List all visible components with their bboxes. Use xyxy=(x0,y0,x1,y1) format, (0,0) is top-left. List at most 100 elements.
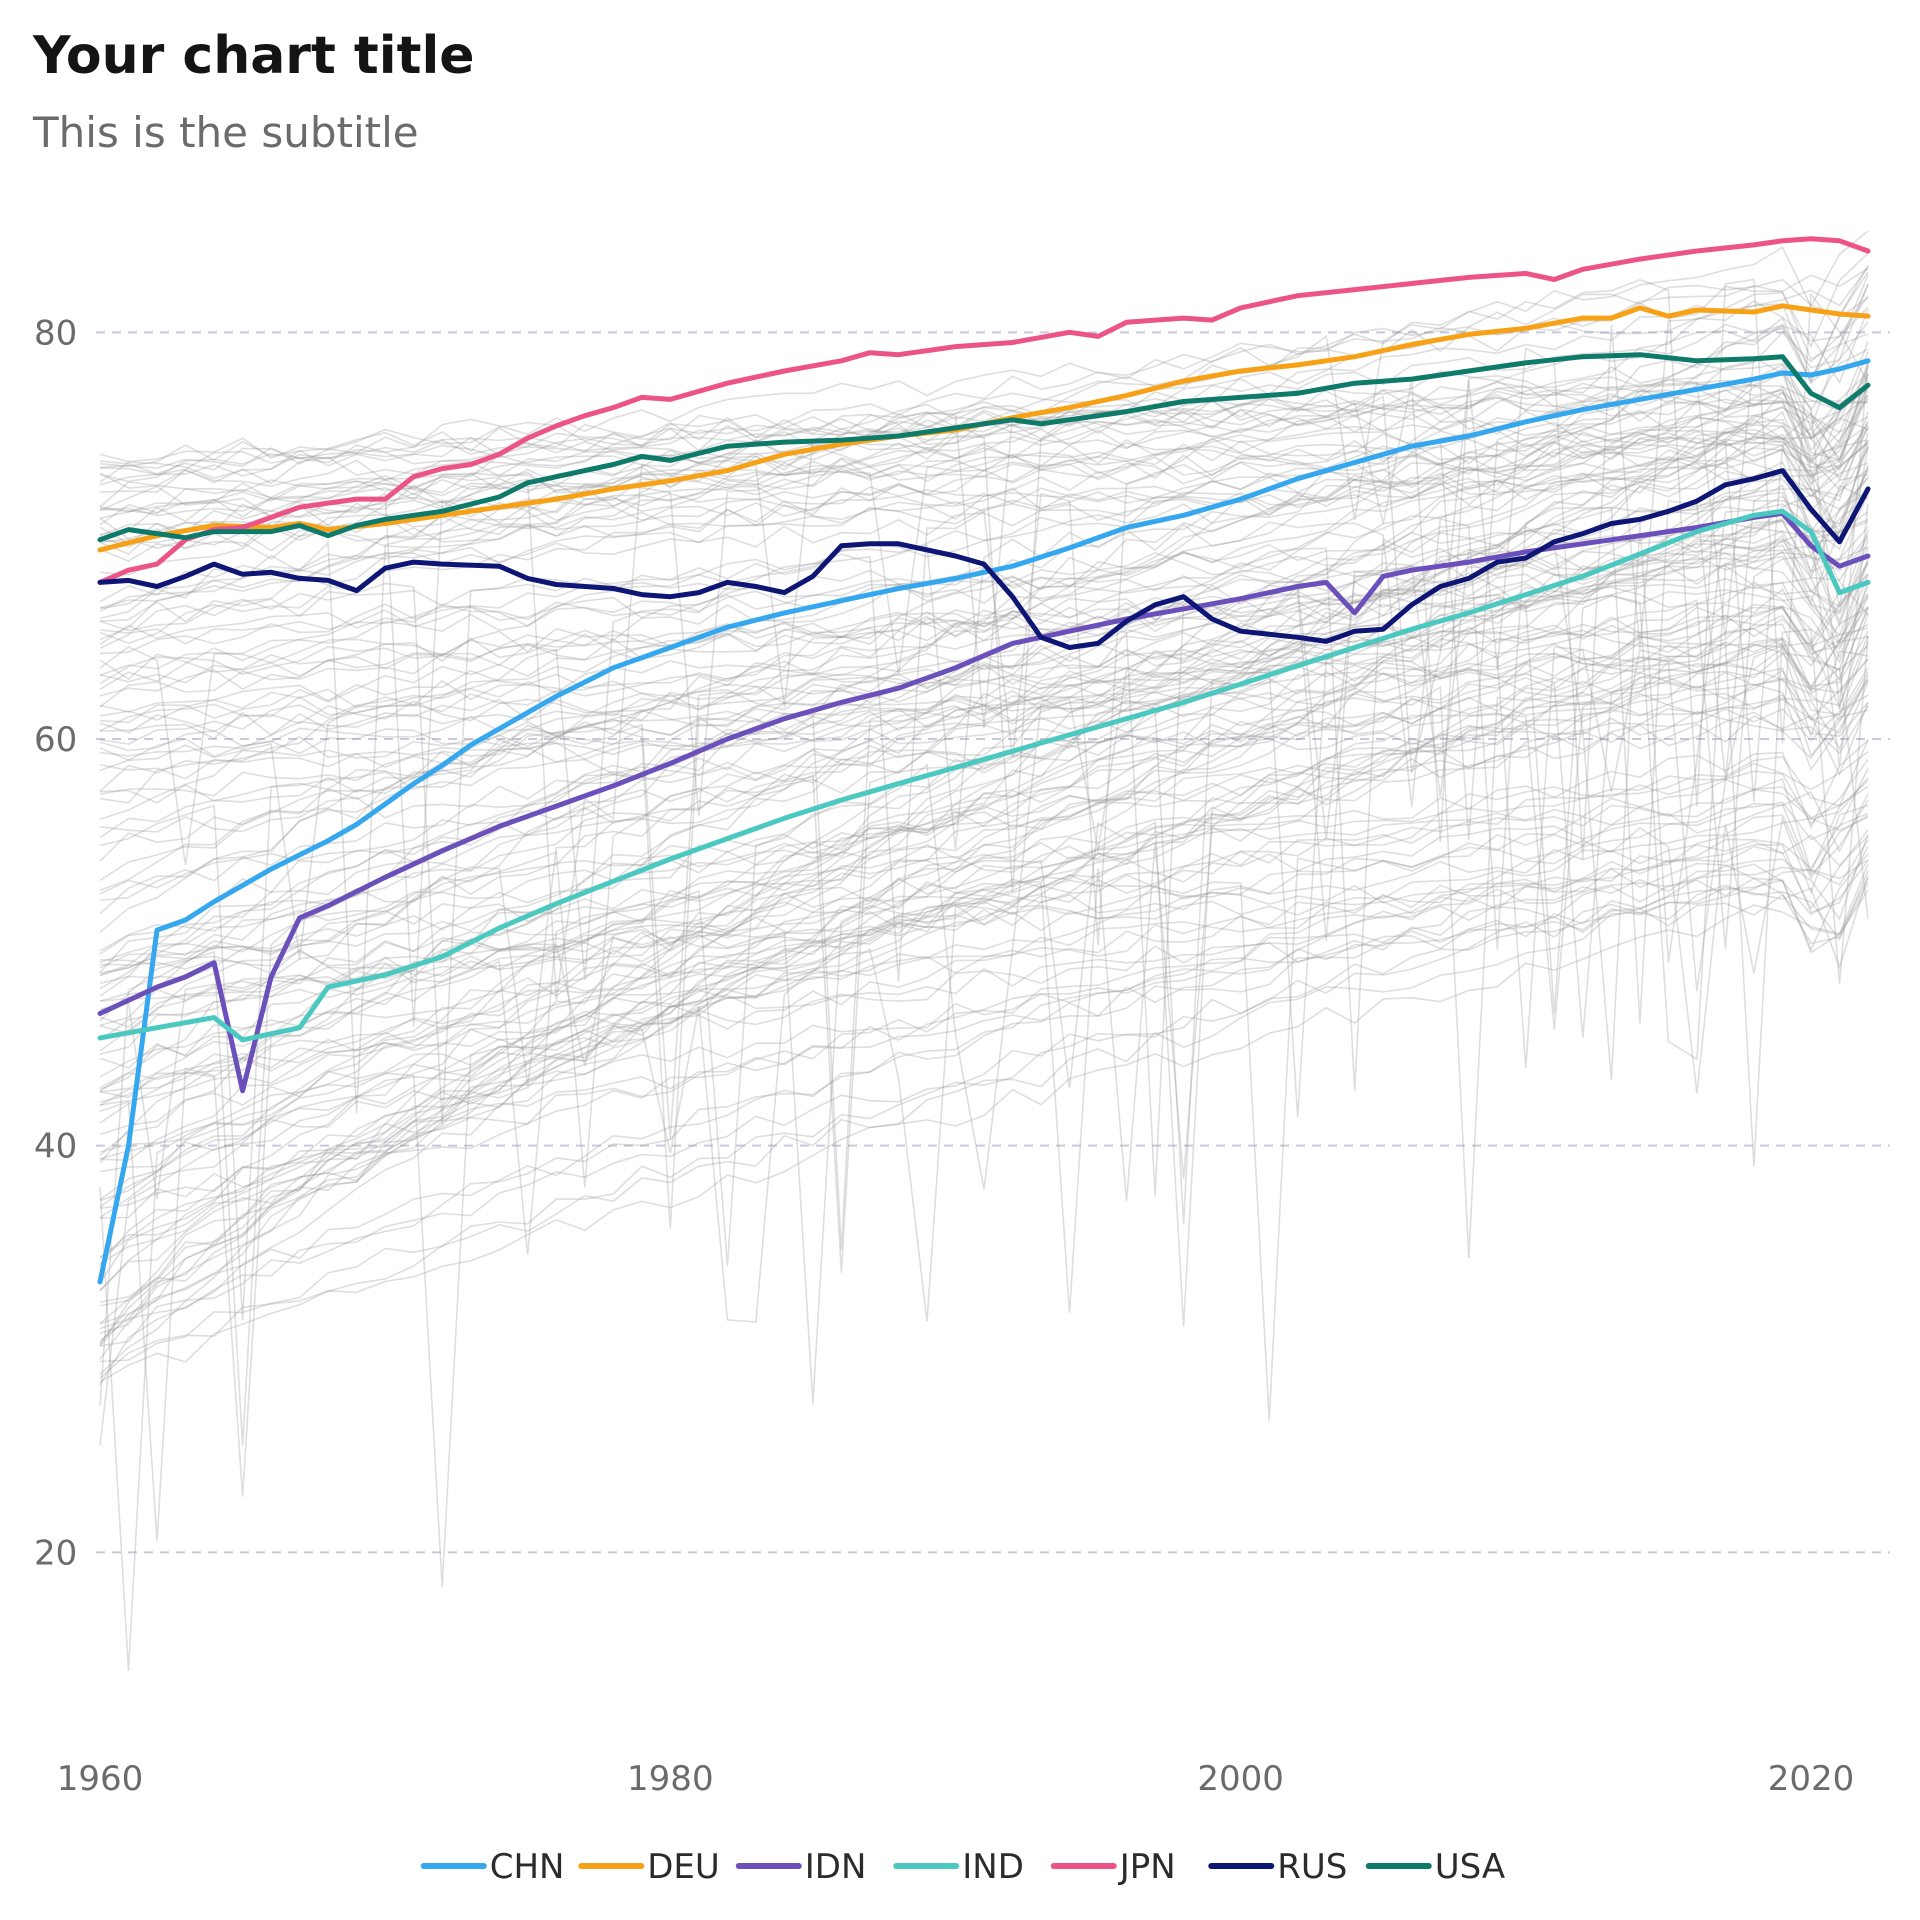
background-series-line xyxy=(99,440,1869,1334)
background-series-line xyxy=(99,635,1869,797)
background-series-line xyxy=(99,636,1869,1201)
background-series-line xyxy=(99,367,1869,463)
background-series-line xyxy=(99,348,1869,645)
background-series-line xyxy=(99,870,1869,1379)
background-series-line xyxy=(99,264,1869,544)
legend-item-deu: DEU xyxy=(578,1847,720,1887)
background-series-line xyxy=(99,394,1869,493)
background-series-line xyxy=(99,640,1869,734)
background-series-line xyxy=(99,577,1869,677)
legend-item-ind: IND xyxy=(893,1847,1024,1887)
background-series-line xyxy=(99,667,1869,1055)
background-series-line xyxy=(99,468,1869,955)
background-series-line xyxy=(99,364,1869,1344)
background-series-line xyxy=(99,593,1869,1292)
series-line-idn xyxy=(97,510,1871,1094)
background-series-line xyxy=(99,875,1869,1209)
background-series-line xyxy=(99,607,1869,1266)
background-series-line xyxy=(99,230,1869,641)
background-series-line xyxy=(99,526,1869,990)
background-series-line xyxy=(99,546,1869,1446)
background-series-line xyxy=(99,692,1869,780)
background-series-line xyxy=(99,623,1869,1035)
y-tick-label: 40 xyxy=(34,1127,77,1167)
background-series-line xyxy=(99,561,1869,1292)
background-series-line xyxy=(99,544,1869,902)
legend-label: RUS xyxy=(1277,1847,1347,1887)
legend-label: DEU xyxy=(647,1847,720,1887)
background-series-line xyxy=(99,860,1869,1136)
legend-item-idn: IDN xyxy=(735,1847,866,1887)
highlighted-series-lines xyxy=(97,236,1871,1285)
background-series-line xyxy=(99,488,1869,974)
background-series-lines xyxy=(99,230,1869,1671)
background-series-line xyxy=(99,465,1869,562)
background-series-line xyxy=(99,376,1869,468)
background-series-line xyxy=(99,550,1869,646)
background-series-line xyxy=(99,374,1869,804)
background-series-line xyxy=(99,574,1869,1162)
background-series-line xyxy=(99,297,1869,1027)
background-series-line xyxy=(99,833,1869,1363)
background-series-line xyxy=(99,863,1869,1173)
x-tick-label: 1980 xyxy=(627,1759,714,1799)
background-series-line xyxy=(99,332,1869,933)
y-tick-label: 60 xyxy=(34,720,77,760)
background-series-line xyxy=(99,572,1869,1124)
background-series-line xyxy=(99,300,1869,483)
background-series-line xyxy=(99,384,1869,1360)
background-series-line xyxy=(99,612,1869,1671)
background-series-line xyxy=(99,596,1869,1091)
background-series-line xyxy=(99,768,1869,1347)
y-tick-label: 80 xyxy=(34,313,77,353)
axis-tick-labels: 20 40 60 80 1960 1980 2000 2020 xyxy=(34,313,1854,1799)
legend-item-jpn: JPN xyxy=(1050,1847,1176,1887)
background-series-line xyxy=(99,384,1869,1284)
background-series-line xyxy=(99,361,1869,1330)
background-series-line xyxy=(99,658,1869,752)
background-series-line xyxy=(99,267,1869,650)
background-series-line xyxy=(99,410,1869,841)
background-series-line xyxy=(99,674,1869,997)
background-series-line xyxy=(99,839,1869,1219)
background-series-line xyxy=(99,705,1869,952)
y-tick-label: 20 xyxy=(34,1533,77,1573)
background-series-line xyxy=(99,702,1869,966)
background-series-line xyxy=(99,409,1869,508)
background-series-line xyxy=(99,397,1869,1202)
legend-item-chn: CHN xyxy=(420,1847,565,1887)
background-series-line xyxy=(99,341,1869,1446)
background-series-line xyxy=(99,751,1869,974)
background-series-line xyxy=(99,739,1869,1041)
background-series-line xyxy=(99,373,1869,915)
background-series-line xyxy=(99,679,1869,1259)
background-series-line xyxy=(99,644,1869,1322)
background-series-line xyxy=(99,581,1869,1303)
chart-title: Your chart title xyxy=(33,26,475,86)
background-series-line xyxy=(99,614,1869,713)
background-series-line xyxy=(99,843,1869,1106)
background-series-line xyxy=(99,646,1869,740)
background-series-line xyxy=(99,383,1869,475)
background-series-line xyxy=(99,581,1869,681)
background-series-line xyxy=(99,477,1869,1346)
background-series-line xyxy=(99,853,1869,977)
series-line-jpn xyxy=(97,236,1871,585)
background-series-line xyxy=(99,681,1869,833)
background-series-line xyxy=(99,671,1869,895)
background-series-line xyxy=(99,461,1869,603)
background-series-line xyxy=(99,252,1869,1089)
background-series-line xyxy=(99,858,1869,1342)
background-series-line xyxy=(99,776,1869,966)
series-line-ind xyxy=(97,508,1871,1043)
background-series-line xyxy=(99,476,1869,1325)
legend: CHN DEU IDN IND JPN RUS USA xyxy=(420,1847,1505,1887)
background-series-line xyxy=(99,534,1869,1542)
background-series-line xyxy=(99,606,1869,839)
background-series-line xyxy=(99,374,1869,470)
background-series-line xyxy=(99,440,1869,537)
background-series-line xyxy=(99,521,1869,724)
background-series-line xyxy=(99,442,1869,655)
